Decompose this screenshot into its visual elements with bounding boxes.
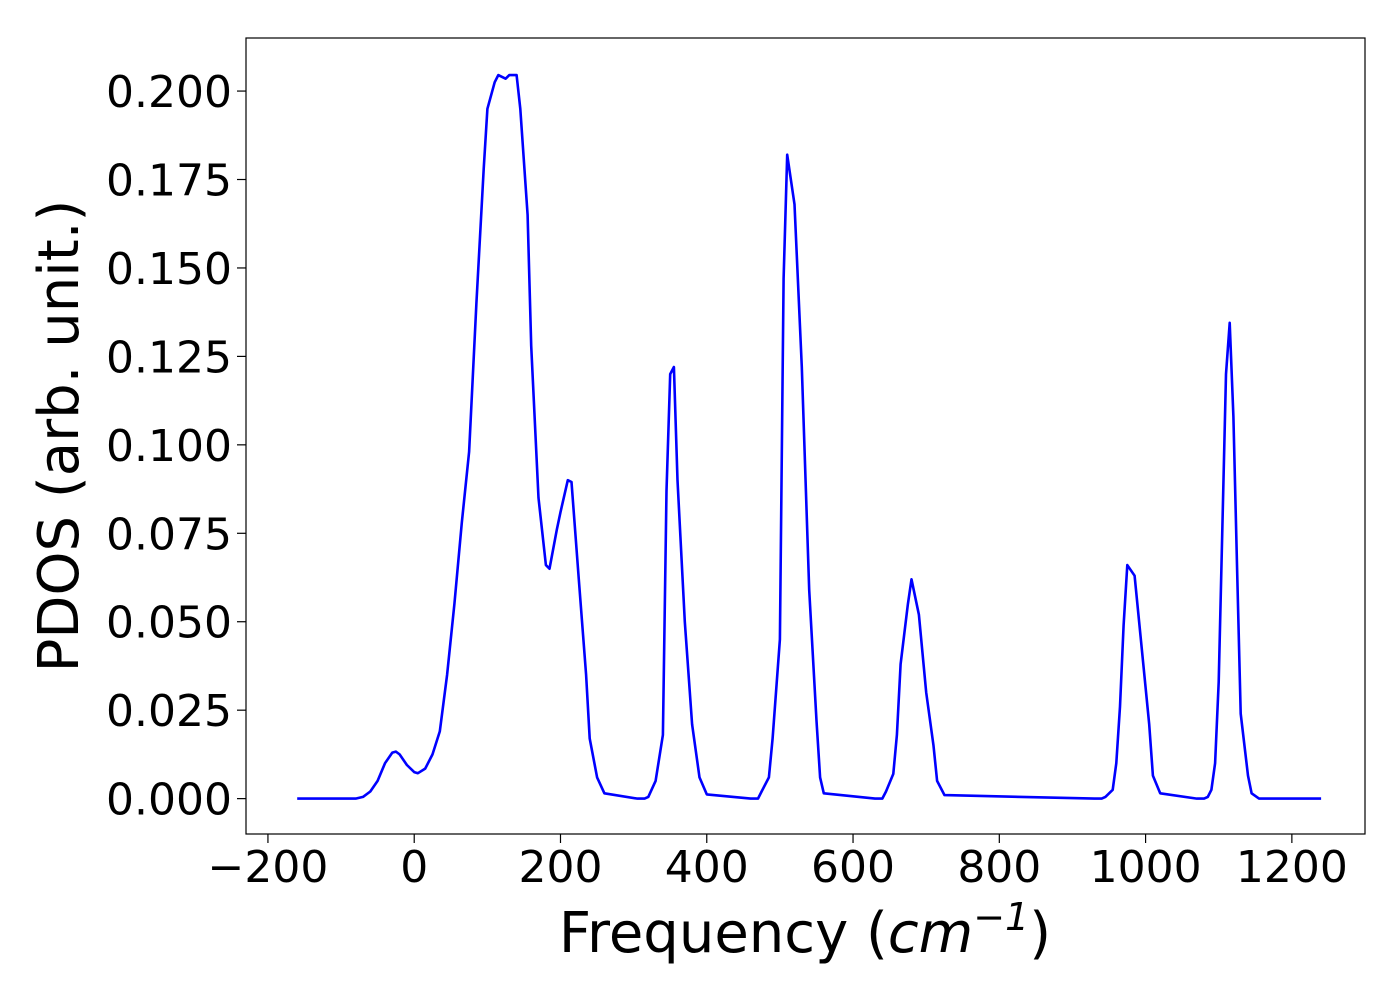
y-axis-title: PDOS (arb. unit.) (27, 200, 92, 673)
x-tick-label: 200 (518, 842, 602, 893)
x-axis-title-prefix: Frequency ( (559, 901, 888, 966)
y-tick-label: 0.125 (106, 332, 232, 383)
y-tick-label: 0.150 (106, 244, 232, 295)
y-tick-label: 0.175 (106, 156, 232, 207)
x-tick-label: 0 (400, 842, 428, 893)
y-tick-label: 0.075 (106, 509, 232, 560)
x-tick-label: 800 (957, 842, 1041, 893)
pdos-series-line-0 (297, 73, 1322, 800)
y-tick-label: 0.000 (106, 775, 232, 826)
x-tick-label: −200 (208, 842, 329, 893)
series-layer (297, 73, 1322, 800)
x-axis-title-superscript: −1 (973, 895, 1029, 939)
x-axis-ticks: −200 0 200 400 600 800 1000 1200 (208, 834, 1348, 893)
plot-frame (245, 37, 1366, 835)
x-tick-label: 1000 (1090, 842, 1202, 893)
x-tick-label: 1200 (1236, 842, 1348, 893)
y-axis-ticks: 0.000 0.025 0.050 0.075 0.100 0.125 0.150 0.175… (106, 67, 246, 826)
x-axis-title-math: cm (888, 901, 973, 966)
y-tick-label: 0.100 (106, 421, 232, 472)
x-tick-label: 400 (665, 842, 749, 893)
x-tick-label: 600 (811, 842, 895, 893)
plot-area (245, 37, 1366, 835)
x-axis-title: Frequency (cm−1) (559, 895, 1051, 966)
y-tick-label: 0.025 (106, 686, 232, 737)
x-axis-title-suffix: ) (1029, 901, 1051, 966)
y-tick-label: 0.050 (106, 598, 232, 649)
y-tick-label: 0.200 (106, 67, 232, 118)
